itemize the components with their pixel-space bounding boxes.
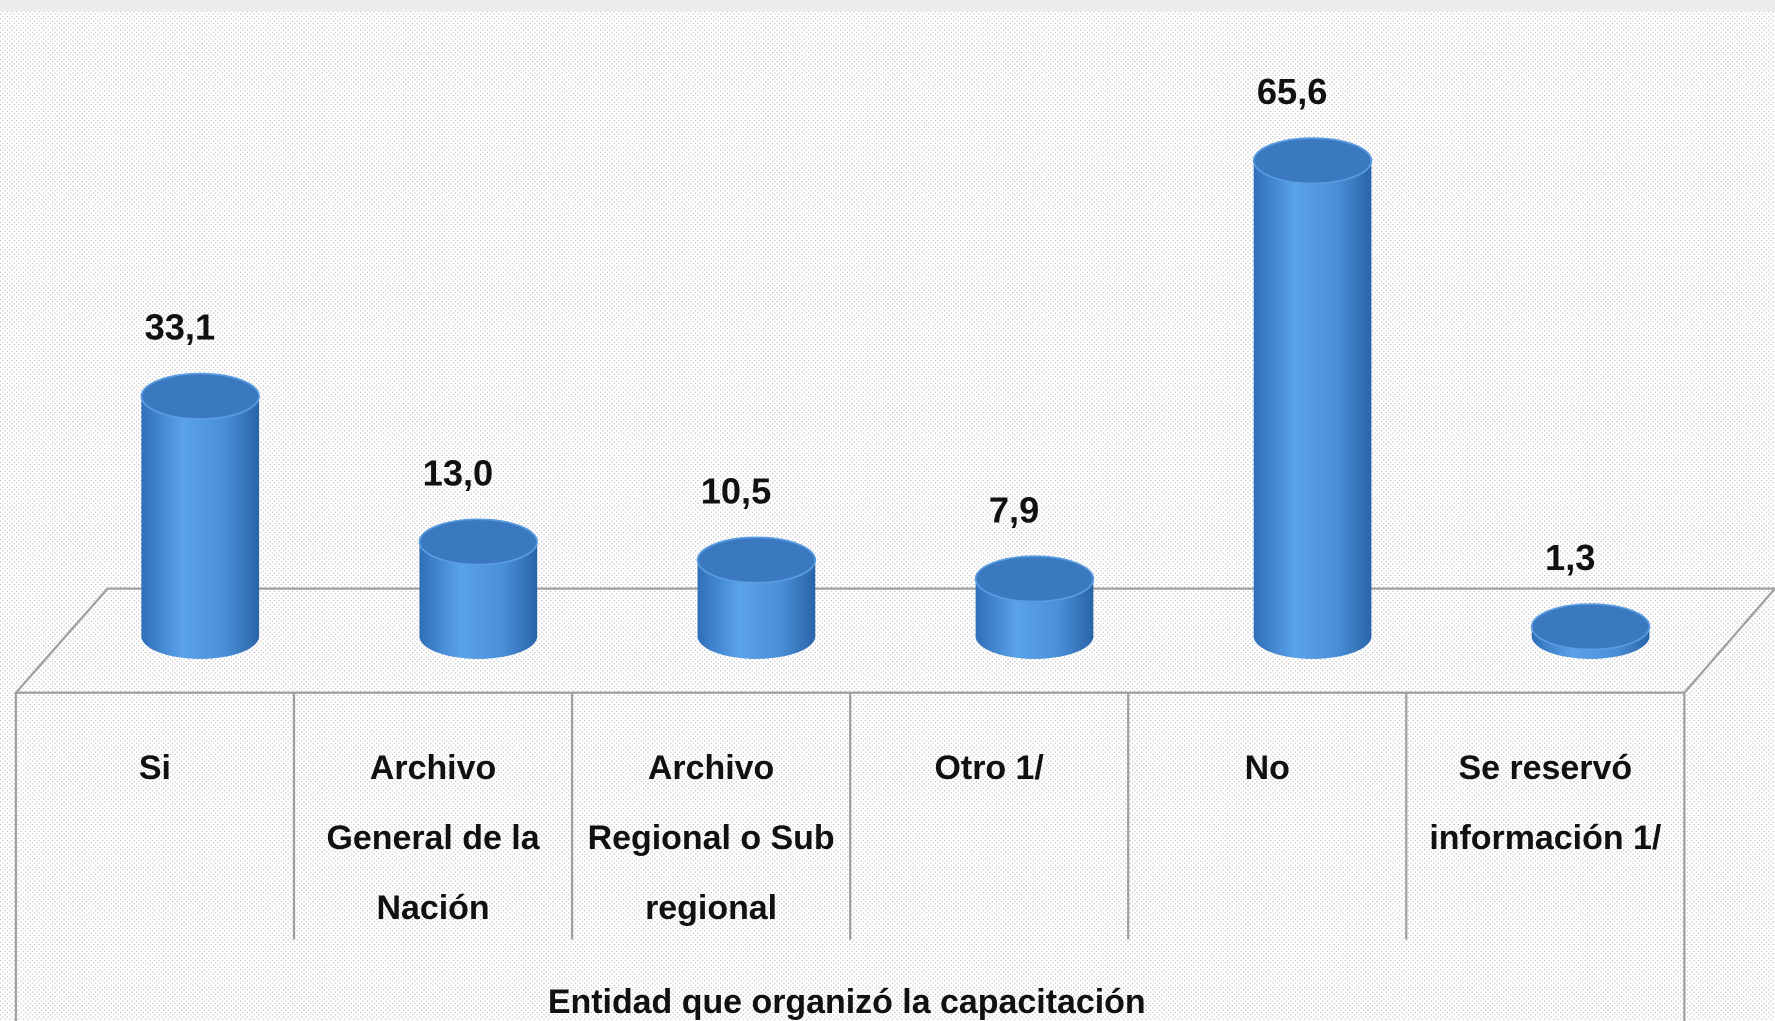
bar-top	[418, 518, 539, 566]
value-label: 65,6	[1257, 71, 1328, 112]
value-label: 1,3	[1545, 537, 1595, 578]
value-label: 10,5	[701, 470, 772, 511]
x-tick-label: Si	[139, 749, 171, 787]
value-label: 13,0	[423, 452, 493, 493]
x-tick-label: Archivo Regional o Sub regional	[588, 749, 835, 927]
top-band	[0, 0, 1775, 12]
bar-top	[140, 372, 260, 420]
value-label: 33,1	[145, 307, 216, 348]
bar	[419, 541, 538, 659]
bar-top	[1530, 603, 1651, 651]
floor	[13, 587, 1775, 694]
bar	[1253, 160, 1372, 659]
bar	[141, 396, 260, 659]
value-label: 7,9	[989, 489, 1039, 530]
x-tick-label: Archivo General de la Nación	[326, 749, 540, 927]
bar-top	[974, 555, 1095, 603]
bar-top	[1252, 137, 1373, 185]
bar	[697, 560, 816, 659]
x-tick-label: Se reservó información 1/	[1429, 749, 1662, 857]
x-tick-label: No	[1245, 749, 1290, 787]
x-axis-label: Entidad que organizó la capacitación	[548, 983, 1146, 1021]
bar-top	[696, 536, 817, 584]
x-tick-label: Otro 1/	[934, 749, 1044, 787]
